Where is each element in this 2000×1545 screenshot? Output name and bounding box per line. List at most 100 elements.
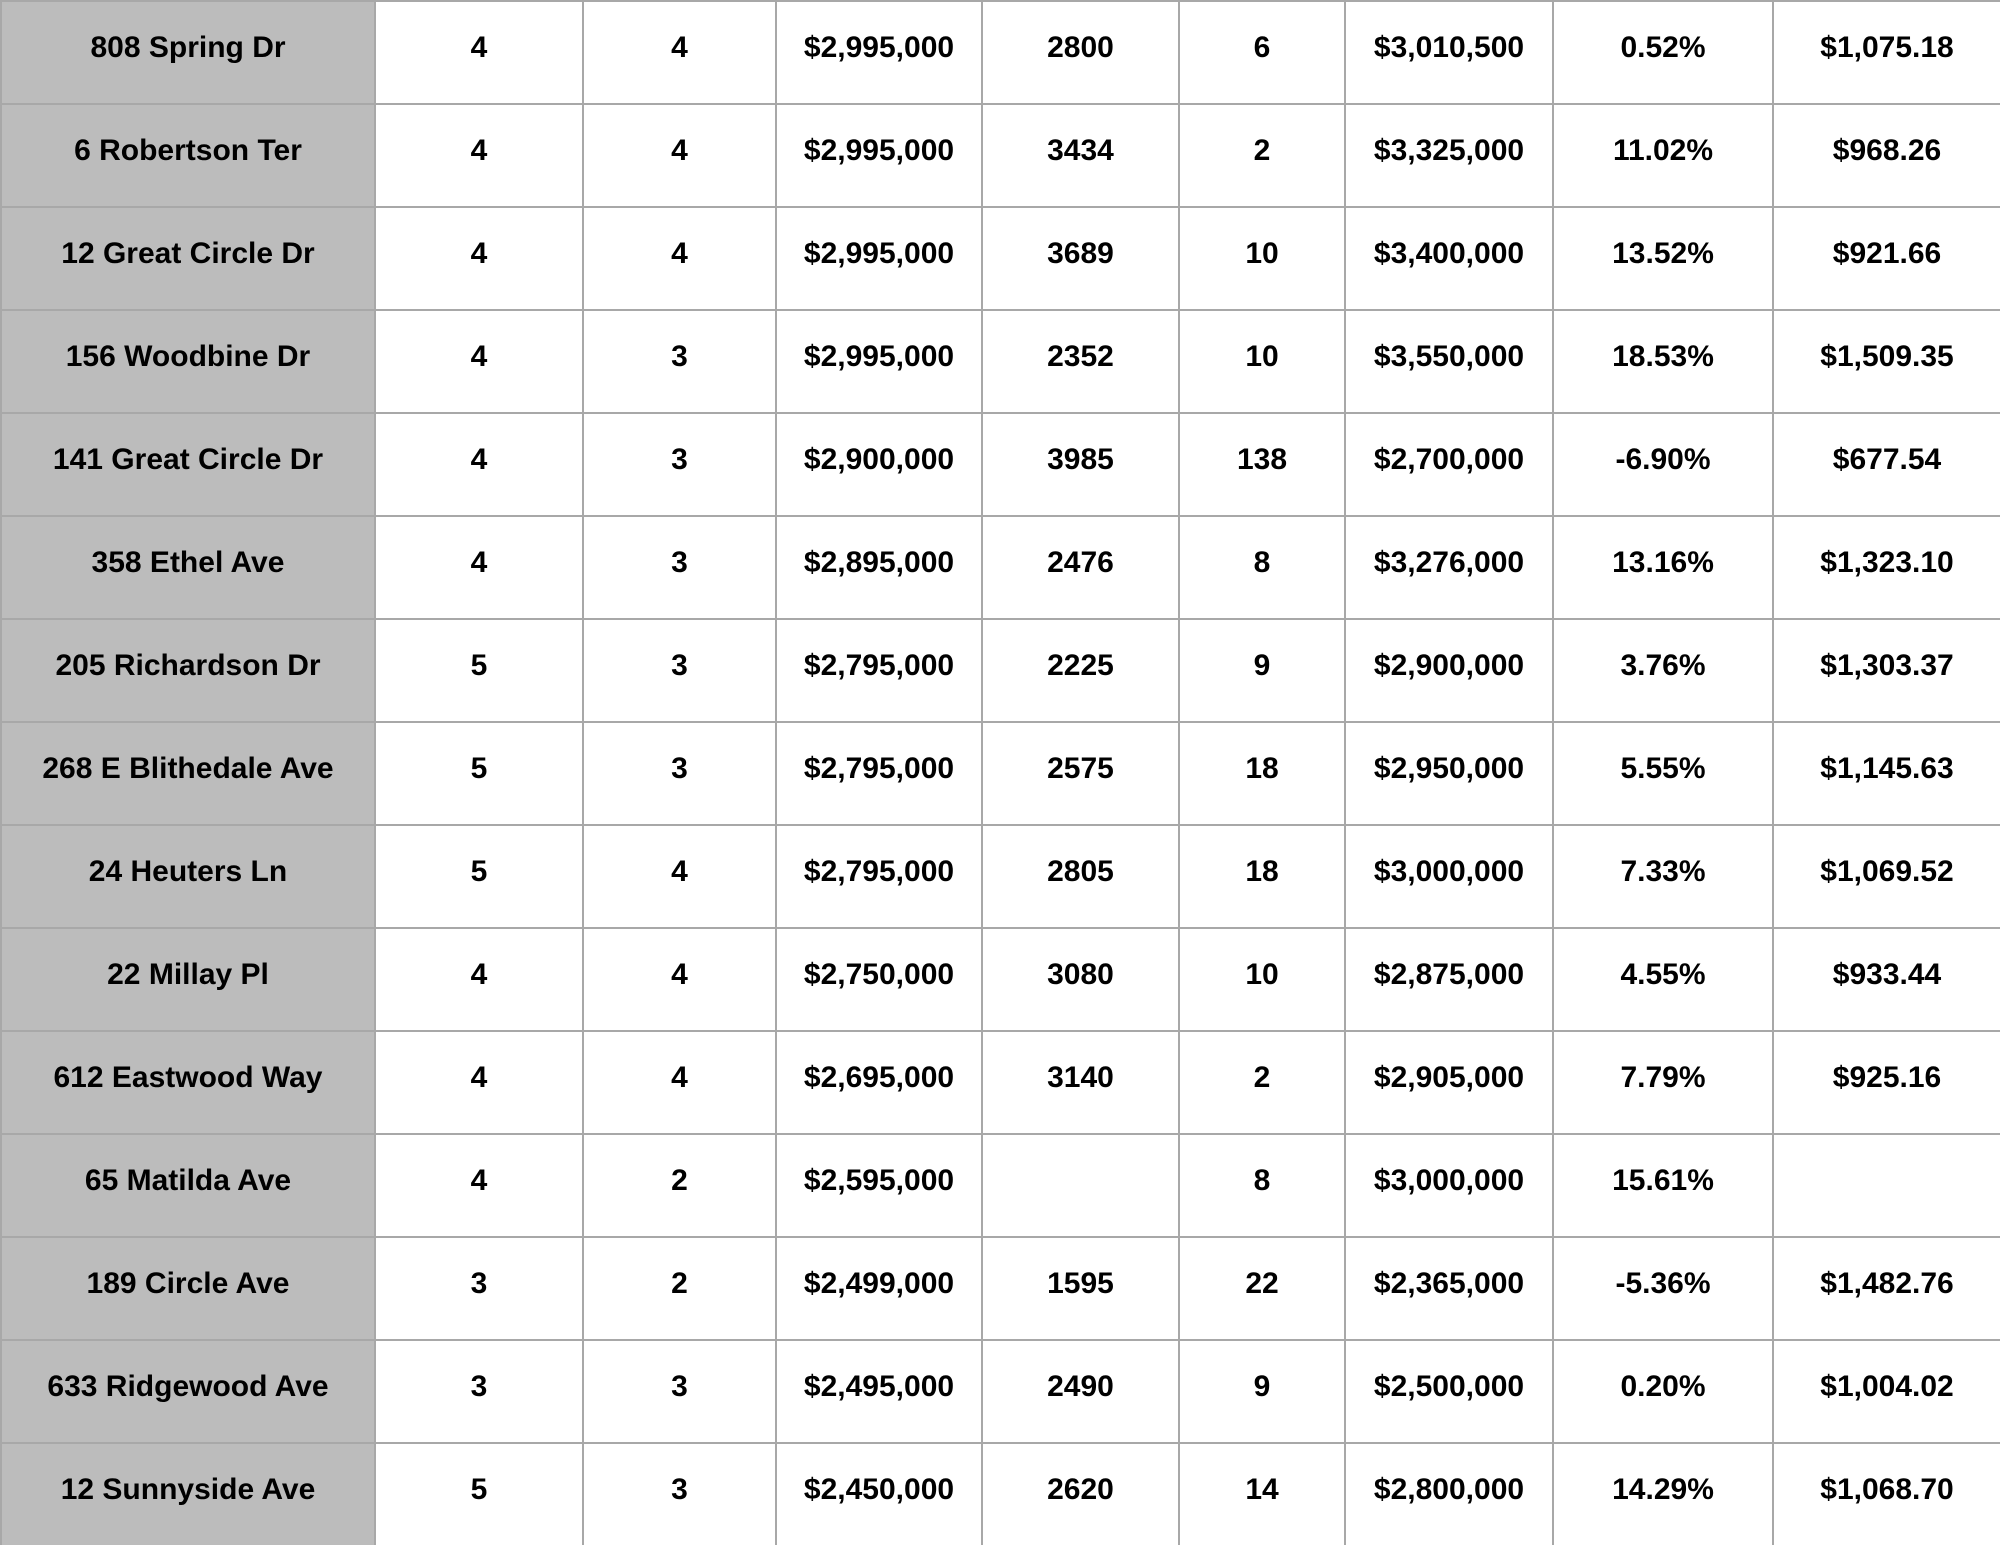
cell-days-on-market: 10 bbox=[1178, 206, 1346, 311]
cell-pct-diff: -5.36% bbox=[1552, 1236, 1774, 1341]
cell-pct-diff: 18.53% bbox=[1552, 309, 1774, 414]
cell-beds: 4 bbox=[374, 927, 584, 1032]
table-row: 24 Heuters Ln 5 4 $2,795,000 2805 18 $3,000,00… bbox=[0, 824, 2000, 929]
cell-sqft: 3985 bbox=[981, 412, 1180, 517]
cell-days-on-market: 18 bbox=[1178, 824, 1346, 929]
cell-list-price: $2,795,000 bbox=[775, 618, 983, 723]
cell-price-per-sqft bbox=[1772, 1133, 2000, 1238]
cell-pct-diff: 7.33% bbox=[1552, 824, 1774, 929]
cell-sqft: 2225 bbox=[981, 618, 1180, 723]
cell-baths: 4 bbox=[582, 1030, 777, 1135]
cell-beds: 3 bbox=[374, 1339, 584, 1444]
cell-sold-price: $2,365,000 bbox=[1344, 1236, 1554, 1341]
cell-address: 205 Richardson Dr bbox=[0, 618, 376, 723]
cell-price-per-sqft: $1,482.76 bbox=[1772, 1236, 2000, 1341]
cell-baths: 3 bbox=[582, 721, 777, 826]
cell-list-price: $2,595,000 bbox=[775, 1133, 983, 1238]
table-row: 22 Millay Pl 4 4 $2,750,000 3080 10 $2,875,000… bbox=[0, 927, 2000, 1032]
cell-pct-diff: 5.55% bbox=[1552, 721, 1774, 826]
cell-sold-price: $3,010,500 bbox=[1344, 0, 1554, 105]
table-row: 141 Great Circle Dr 4 3 $2,900,000 3985 138 $2… bbox=[0, 412, 2000, 517]
cell-list-price: $2,995,000 bbox=[775, 103, 983, 208]
cell-beds: 4 bbox=[374, 515, 584, 620]
cell-baths: 3 bbox=[582, 515, 777, 620]
cell-pct-diff: 11.02% bbox=[1552, 103, 1774, 208]
cell-price-per-sqft: $968.26 bbox=[1772, 103, 2000, 208]
cell-sold-price: $3,325,000 bbox=[1344, 103, 1554, 208]
cell-address: 12 Sunnyside Ave bbox=[0, 1442, 376, 1545]
cell-pct-diff: 0.52% bbox=[1552, 0, 1774, 105]
cell-beds: 5 bbox=[374, 824, 584, 929]
cell-baths: 3 bbox=[582, 412, 777, 517]
cell-address: 65 Matilda Ave bbox=[0, 1133, 376, 1238]
cell-days-on-market: 10 bbox=[1178, 309, 1346, 414]
cell-price-per-sqft: $1,004.02 bbox=[1772, 1339, 2000, 1444]
cell-address: 24 Heuters Ln bbox=[0, 824, 376, 929]
cell-sqft: 2805 bbox=[981, 824, 1180, 929]
table-row: 189 Circle Ave 3 2 $2,499,000 1595 22 $2,365,0… bbox=[0, 1236, 2000, 1341]
cell-days-on-market: 22 bbox=[1178, 1236, 1346, 1341]
cell-list-price: $2,795,000 bbox=[775, 824, 983, 929]
cell-address: 6 Robertson Ter bbox=[0, 103, 376, 208]
cell-baths: 2 bbox=[582, 1133, 777, 1238]
cell-sold-price: $2,875,000 bbox=[1344, 927, 1554, 1032]
cell-days-on-market: 138 bbox=[1178, 412, 1346, 517]
cell-beds: 5 bbox=[374, 721, 584, 826]
cell-beds: 5 bbox=[374, 1442, 584, 1545]
cell-sqft: 2575 bbox=[981, 721, 1180, 826]
cell-baths: 3 bbox=[582, 1339, 777, 1444]
cell-price-per-sqft: $1,323.10 bbox=[1772, 515, 2000, 620]
cell-sqft: 3140 bbox=[981, 1030, 1180, 1135]
cell-days-on-market: 8 bbox=[1178, 515, 1346, 620]
cell-beds: 5 bbox=[374, 618, 584, 723]
cell-beds: 4 bbox=[374, 103, 584, 208]
cell-baths: 4 bbox=[582, 103, 777, 208]
cell-sqft: 2490 bbox=[981, 1339, 1180, 1444]
cell-price-per-sqft: $1,069.52 bbox=[1772, 824, 2000, 929]
cell-sold-price: $2,700,000 bbox=[1344, 412, 1554, 517]
table-row: 808 Spring Dr 4 4 $2,995,000 2800 6 $3,010,500… bbox=[0, 0, 2000, 105]
table-row: 358 Ethel Ave 4 3 $2,895,000 2476 8 $3,276,000… bbox=[0, 515, 2000, 620]
cell-sqft: 3434 bbox=[981, 103, 1180, 208]
table-row: 156 Woodbine Dr 4 3 $2,995,000 2352 10 $3,550,… bbox=[0, 309, 2000, 414]
cell-baths: 4 bbox=[582, 206, 777, 311]
cell-price-per-sqft: $677.54 bbox=[1772, 412, 2000, 517]
cell-beds: 3 bbox=[374, 1236, 584, 1341]
cell-sqft: 2800 bbox=[981, 0, 1180, 105]
cell-sold-price: $3,000,000 bbox=[1344, 1133, 1554, 1238]
cell-pct-diff: 7.79% bbox=[1552, 1030, 1774, 1135]
table-row: 12 Sunnyside Ave 5 3 $2,450,000 2620 14 $2,800… bbox=[0, 1442, 2000, 1545]
cell-price-per-sqft: $1,068.70 bbox=[1772, 1442, 2000, 1545]
cell-pct-diff: 0.20% bbox=[1552, 1339, 1774, 1444]
cell-baths: 3 bbox=[582, 1442, 777, 1545]
cell-price-per-sqft: $925.16 bbox=[1772, 1030, 2000, 1135]
cell-price-per-sqft: $933.44 bbox=[1772, 927, 2000, 1032]
cell-price-per-sqft: $1,145.63 bbox=[1772, 721, 2000, 826]
cell-baths: 4 bbox=[582, 824, 777, 929]
cell-beds: 4 bbox=[374, 1133, 584, 1238]
cell-list-price: $2,900,000 bbox=[775, 412, 983, 517]
cell-list-price: $2,995,000 bbox=[775, 309, 983, 414]
cell-list-price: $2,750,000 bbox=[775, 927, 983, 1032]
cell-price-per-sqft: $1,303.37 bbox=[1772, 618, 2000, 723]
cell-days-on-market: 2 bbox=[1178, 1030, 1346, 1135]
cell-days-on-market: 9 bbox=[1178, 1339, 1346, 1444]
cell-sold-price: $3,400,000 bbox=[1344, 206, 1554, 311]
cell-sqft: 1595 bbox=[981, 1236, 1180, 1341]
cell-beds: 4 bbox=[374, 309, 584, 414]
cell-list-price: $2,995,000 bbox=[775, 206, 983, 311]
cell-pct-diff: 4.55% bbox=[1552, 927, 1774, 1032]
cell-days-on-market: 9 bbox=[1178, 618, 1346, 723]
table-row: 633 Ridgewood Ave 3 3 $2,495,000 2490 9 $2,500… bbox=[0, 1339, 2000, 1444]
cell-price-per-sqft: $1,509.35 bbox=[1772, 309, 2000, 414]
cell-sold-price: $2,950,000 bbox=[1344, 721, 1554, 826]
cell-sold-price: $2,900,000 bbox=[1344, 618, 1554, 723]
table-row: 12 Great Circle Dr 4 4 $2,995,000 3689 10 $3,4… bbox=[0, 206, 2000, 311]
cell-baths: 3 bbox=[582, 618, 777, 723]
cell-pct-diff: 13.16% bbox=[1552, 515, 1774, 620]
cell-address: 12 Great Circle Dr bbox=[0, 206, 376, 311]
cell-list-price: $2,495,000 bbox=[775, 1339, 983, 1444]
cell-price-per-sqft: $1,075.18 bbox=[1772, 0, 2000, 105]
